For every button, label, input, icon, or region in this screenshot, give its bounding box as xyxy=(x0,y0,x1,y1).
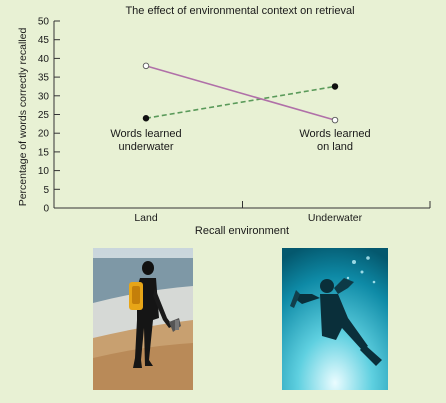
y-tick-label: 10 xyxy=(38,166,50,177)
chart-title: The effect of environmental context on r… xyxy=(125,5,354,17)
series-label: Words learned on land xyxy=(299,128,370,153)
x-axis-label: Recall environment xyxy=(195,225,289,237)
y-tick-label: 50 xyxy=(38,17,50,28)
y-tick-label: 20 xyxy=(38,129,50,140)
y-tick-label: 35 xyxy=(38,73,50,84)
y-tick-label: 15 xyxy=(38,147,50,158)
y-tick-label: 45 xyxy=(38,35,50,46)
photo-diver-underwater xyxy=(282,248,388,390)
data-point xyxy=(331,83,339,90)
chart: The effect of environmental context on r… xyxy=(17,5,431,237)
photo-diver-on-beach xyxy=(93,248,193,390)
y-axis-label: Percentage of words correctly recalled xyxy=(17,28,29,207)
series-line xyxy=(145,85,336,120)
data-point xyxy=(331,116,339,124)
x-tick-label: Underwater xyxy=(308,212,363,224)
y-tick-label: 25 xyxy=(38,110,50,121)
y-tick-label: 0 xyxy=(43,204,49,215)
y-tick-label: 30 xyxy=(38,91,50,102)
x-tick-label: Land xyxy=(134,212,158,224)
series-layer: Words learned underwater Words learned on l… xyxy=(110,62,371,153)
series-line xyxy=(145,65,336,121)
series-label: Words learned underwater xyxy=(110,128,181,153)
y-axis: 0 5 10 15 20 25 30 35 40 45 50 xyxy=(38,17,60,215)
y-tick-label: 5 xyxy=(43,185,49,196)
data-point xyxy=(142,114,150,122)
data-point xyxy=(142,62,150,70)
x-axis: Land Underwater xyxy=(54,201,431,224)
y-tick-label: 40 xyxy=(38,54,50,65)
